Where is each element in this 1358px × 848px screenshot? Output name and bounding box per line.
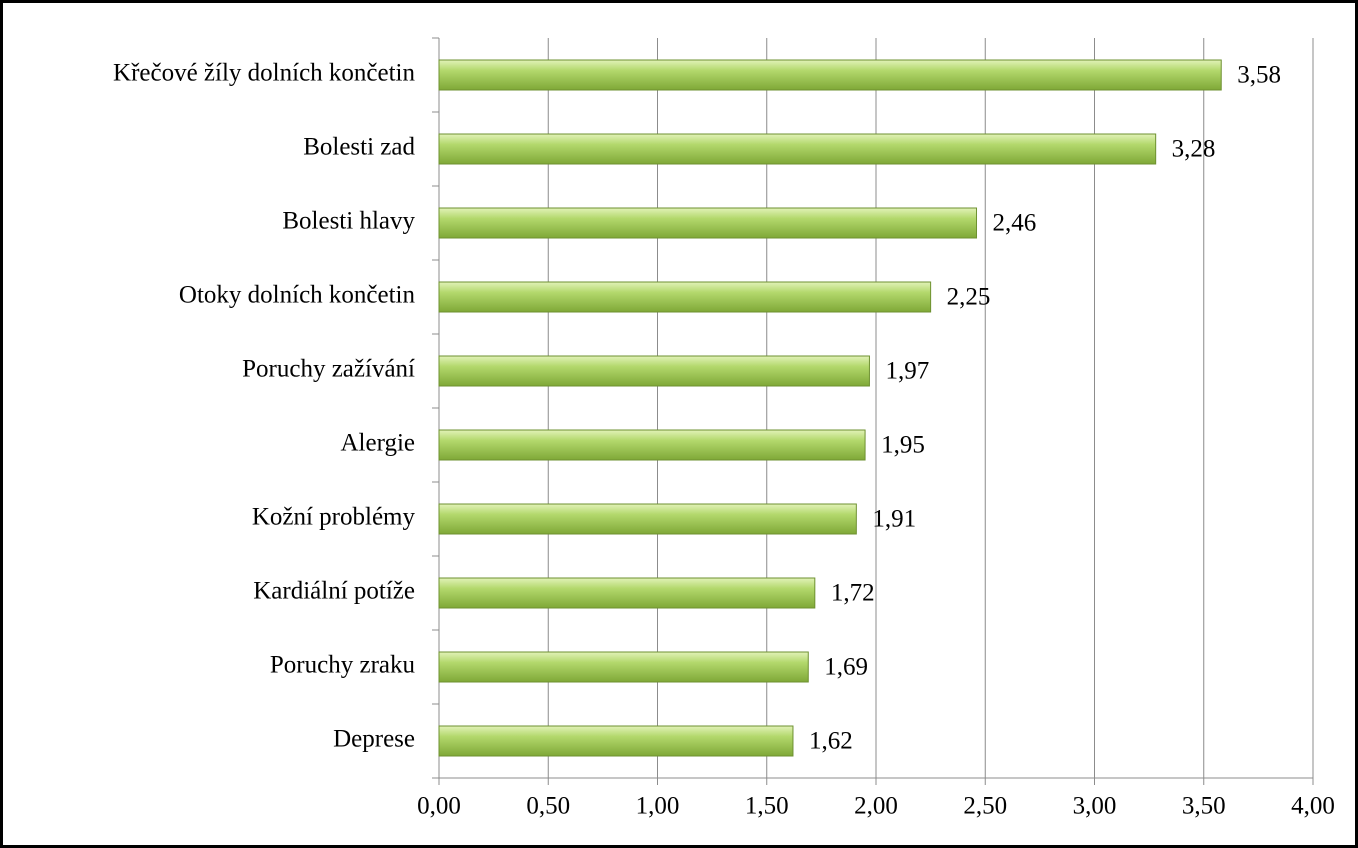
value-label: 1,72 (831, 580, 875, 607)
bar (438, 429, 866, 461)
value-label: 1,91 (872, 506, 916, 533)
bar (438, 133, 1157, 165)
bar (438, 503, 857, 535)
value-label: 1,62 (809, 728, 853, 755)
bar (438, 207, 978, 239)
value-label: 1,97 (885, 358, 929, 385)
x-tick-label: 4,00 (1291, 793, 1335, 820)
y-tick-label: Poruchy zraku (270, 652, 416, 679)
y-tick-label: Křečové žíly dolních končetin (113, 60, 415, 87)
x-tick-label: 3,50 (1182, 793, 1226, 820)
x-tick-label: 0,50 (526, 793, 570, 820)
bar (438, 59, 1222, 91)
y-tick-label: Otoky dolních končetin (179, 282, 416, 309)
y-tick-label: Deprese (333, 726, 415, 753)
x-tick-label: 1,00 (636, 793, 680, 820)
bar (438, 281, 932, 313)
x-tick-label: 0,00 (417, 793, 461, 820)
y-tick-label: Alergie (340, 430, 415, 457)
x-tick-label: 2,50 (963, 793, 1007, 820)
value-label: 2,25 (947, 284, 991, 311)
y-tick-label: Kardiální potíže (253, 578, 415, 605)
bar (438, 577, 816, 609)
bar (438, 651, 809, 683)
value-label: 3,58 (1237, 62, 1281, 89)
y-tick-label: Kožní problémy (252, 504, 416, 531)
x-tick-label: 3,00 (1073, 793, 1117, 820)
value-label: 3,28 (1172, 136, 1216, 163)
value-label: 1,95 (881, 432, 925, 459)
bar (438, 355, 870, 387)
value-label: 1,69 (824, 654, 868, 681)
bar (438, 725, 794, 757)
y-tick-label: Bolesti zad (303, 134, 415, 161)
value-label: 2,46 (993, 210, 1037, 237)
x-tick-label: 1,50 (745, 793, 789, 820)
x-tick-label: 2,00 (854, 793, 898, 820)
y-tick-label: Bolesti hlavy (282, 208, 415, 235)
y-tick-label: Poruchy zažívání (242, 356, 415, 383)
